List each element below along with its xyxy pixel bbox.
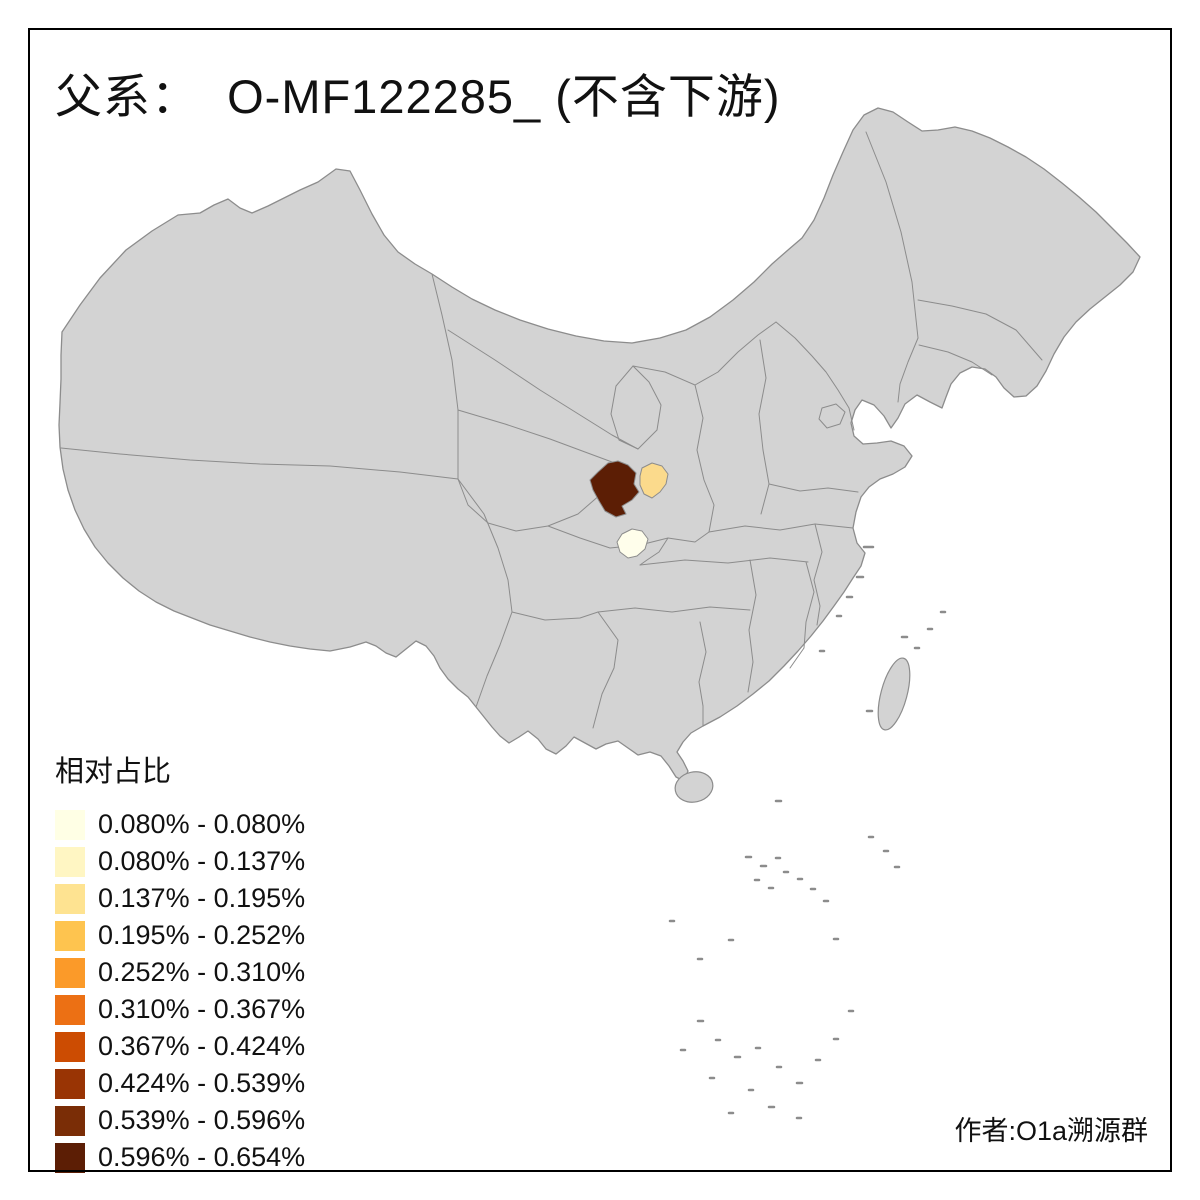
highlighted-region-light-amber [639,462,669,499]
legend-item: 0.424% - 0.539% [55,1065,305,1102]
legend-title: 相对占比 [55,756,172,788]
coastal-islets [818,545,947,713]
china-mainland-shape [58,107,1141,782]
legend-item: 0.596% - 0.654% [55,1139,305,1176]
figure-title: 父系： O-MF122285_ (不含下游) [55,70,781,123]
legend-color-swatch [55,846,85,877]
legend-color-swatch [55,1031,85,1062]
legend: 相对占比 0.080% - 0.080% 0.080% - 0.137% 0.137… [55,748,305,1176]
taiwan-island [877,657,911,731]
legend-range-label: 0.539% - 0.596% [98,1105,306,1135]
south-china-sea-islets [668,799,901,1120]
legend-item: 0.367% - 0.424% [55,1028,305,1065]
legend-range-label: 0.310% - 0.367% [98,994,306,1024]
legend-color-swatch [55,1142,85,1173]
legend-item: 0.539% - 0.596% [55,1102,305,1139]
legend-range-label: 0.080% - 0.137% [98,846,306,876]
hainan-island [674,771,714,803]
legend-color-swatch [55,957,85,988]
legend-color-swatch [55,809,85,840]
legend-items: 0.080% - 0.080% 0.080% - 0.137% 0.137% - 0… [55,806,305,1176]
legend-range-label: 0.080% - 0.080% [98,809,306,839]
legend-item: 0.310% - 0.367% [55,991,305,1028]
legend-range-label: 0.424% - 0.539% [98,1068,306,1098]
legend-item: 0.137% - 0.195% [55,880,305,917]
legend-item: 0.080% - 0.080% [55,806,305,843]
legend-color-swatch [55,994,85,1025]
legend-item: 0.080% - 0.137% [55,843,305,880]
legend-color-swatch [55,1105,85,1136]
legend-item: 0.252% - 0.310% [55,954,305,991]
legend-color-swatch [55,920,85,951]
legend-color-swatch [55,883,85,914]
legend-range-label: 0.596% - 0.654% [98,1142,306,1172]
legend-item: 0.195% - 0.252% [55,917,305,954]
legend-range-label: 0.367% - 0.424% [98,1031,306,1061]
legend-range-label: 0.137% - 0.195% [98,883,306,913]
highlighted-region-palest [616,528,649,559]
highlighted-region-darkest [589,460,640,518]
legend-range-label: 0.195% - 0.252% [98,920,306,950]
legend-range-label: 0.252% - 0.310% [98,957,306,987]
legend-color-swatch [55,1068,85,1099]
author-credit: 作者:O1a溯源群 [954,1116,1148,1146]
